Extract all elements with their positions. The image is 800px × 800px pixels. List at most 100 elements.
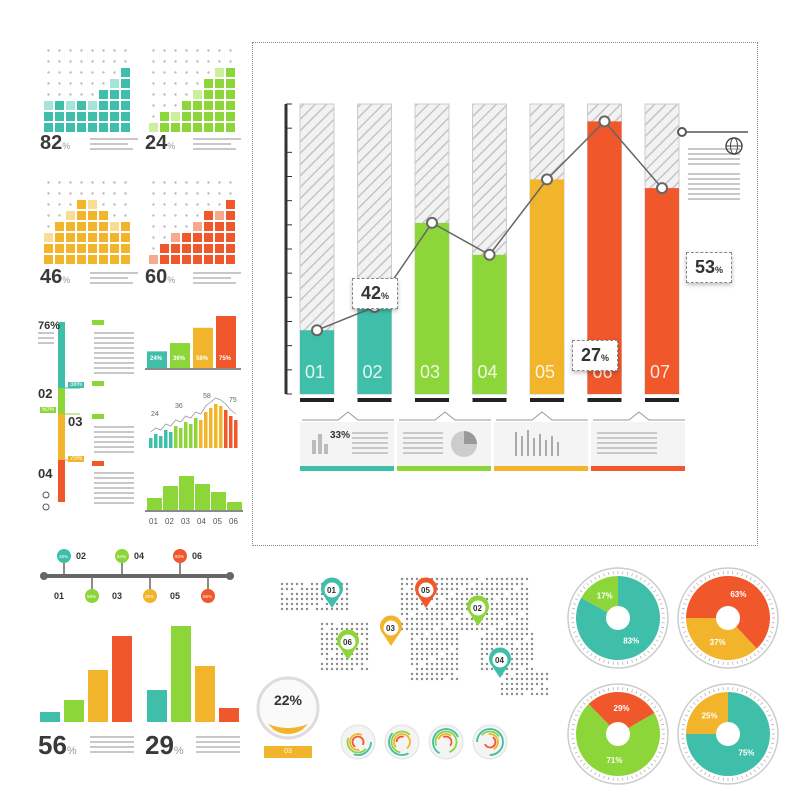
tile-unit: % (62, 275, 71, 285)
map-dot (460, 577, 464, 581)
map-dot (520, 647, 524, 651)
map-dot (345, 587, 349, 591)
timeline-node (57, 549, 71, 563)
map-dot (330, 627, 334, 631)
map-dot (430, 612, 434, 616)
map-dot (320, 647, 324, 651)
map-dot (425, 607, 429, 611)
map-dot (540, 677, 544, 681)
map-dot (445, 632, 449, 636)
donut-label-b: 37% (710, 638, 726, 647)
tile-cell (121, 112, 130, 121)
map-dot (470, 577, 474, 581)
donut-tick (683, 631, 687, 633)
timeline-end (226, 572, 234, 580)
map-dot (340, 662, 344, 666)
map-dot (490, 582, 494, 586)
tile-cell (77, 233, 86, 242)
tile-dot (185, 49, 188, 52)
bar (415, 222, 449, 394)
map-dot (420, 657, 424, 661)
map-dot (445, 617, 449, 621)
donut-tick (736, 660, 739, 665)
mini-line-bar (209, 408, 213, 448)
map-dot (355, 622, 359, 626)
donut-tick (655, 710, 659, 713)
map-dot (440, 617, 444, 621)
map-dot (430, 667, 434, 671)
donut-tick (586, 698, 589, 702)
tile-cell (226, 90, 235, 99)
map-dot (320, 637, 324, 641)
ring-arc (434, 730, 458, 754)
map-dot (480, 652, 484, 656)
tile-dot (47, 60, 50, 63)
map-dot (440, 632, 444, 636)
map-dot (505, 672, 509, 676)
bar-label: 03 (420, 362, 440, 382)
map-dot (440, 582, 444, 586)
donut-tick (573, 631, 577, 633)
map-dot (525, 662, 529, 666)
donut-tick (741, 573, 743, 577)
tile-cell (88, 244, 97, 253)
tile-dot (69, 93, 72, 96)
map-dot (510, 652, 514, 656)
map-dot (300, 587, 304, 591)
map-dot (320, 632, 324, 636)
ring-bg (384, 724, 420, 760)
step-label-2: 02 (38, 386, 53, 401)
timeline-node (85, 589, 99, 603)
map-dot (515, 607, 519, 611)
map-dot (465, 627, 469, 631)
map-dot (430, 622, 434, 626)
map-dot (425, 617, 429, 621)
map-dot (360, 652, 364, 656)
tile-cell (77, 222, 86, 231)
tile-cell (55, 222, 64, 231)
gauge (256, 676, 320, 758)
map-dot (420, 612, 424, 616)
map-dot (530, 647, 534, 651)
map-dot (515, 627, 519, 631)
tile-cell (171, 244, 180, 253)
map-dot (365, 652, 369, 656)
map-dot (465, 617, 469, 621)
donut-tick (760, 702, 764, 705)
map-dot (490, 667, 494, 671)
map-dot (355, 627, 359, 631)
map-dot (325, 602, 329, 606)
ring-arc (483, 735, 497, 749)
map-dot (485, 662, 489, 666)
map-dot (340, 602, 344, 606)
map-dot (435, 582, 439, 586)
donut-tick (687, 594, 691, 597)
donut-tick (753, 769, 756, 773)
tile-dot (58, 60, 61, 63)
tile-dot (174, 71, 177, 74)
tile-dot (80, 60, 83, 63)
map-dot (425, 612, 429, 616)
tile-dot (152, 71, 155, 74)
map-dot (410, 672, 414, 676)
donut-hole (716, 606, 740, 630)
hist-bar (195, 484, 210, 510)
donut-tick (689, 643, 693, 646)
donut-tick (708, 774, 711, 778)
tile-grid-1 (44, 49, 130, 132)
map-dot (345, 592, 349, 596)
map-dot (490, 617, 494, 621)
tile-dot (185, 225, 188, 228)
map-dot (510, 607, 514, 611)
map-dot (340, 652, 344, 656)
donut-tick (660, 742, 665, 745)
gauge-label-bar (264, 746, 312, 758)
tile-dot (152, 214, 155, 217)
bar-label: 02 (363, 362, 383, 382)
map-dot (365, 627, 369, 631)
donut-tick (660, 607, 665, 610)
mini-line-bar (194, 418, 198, 448)
map-dot (520, 622, 524, 626)
tile-cell (88, 233, 97, 242)
map-dot (445, 667, 449, 671)
